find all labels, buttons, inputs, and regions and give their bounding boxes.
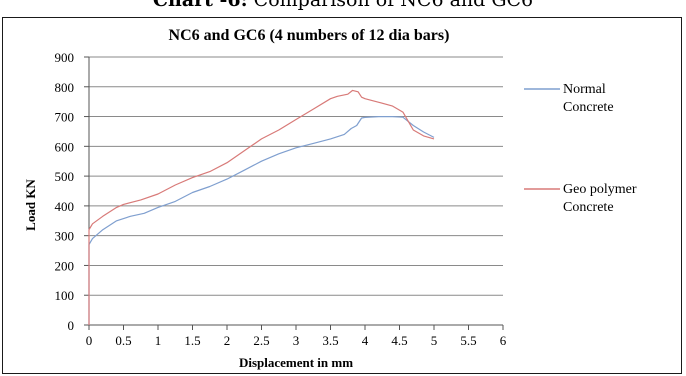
x-tick-label: 5 — [431, 333, 438, 348]
y-axis-label: Load KN — [23, 179, 38, 231]
series-line-1 — [88, 89, 435, 325]
y-tick-label: 300 — [55, 229, 75, 244]
y-tick-label: 200 — [55, 258, 75, 273]
y-tick-label: 600 — [55, 139, 75, 154]
y-tick-label: 500 — [55, 169, 75, 184]
chart-title: NC6 and GC6 (4 numbers of 12 dia bars) — [169, 27, 450, 44]
caption-text: Comparison of NC6 and GC6 — [247, 0, 534, 11]
x-tick-label: 0.5 — [115, 333, 131, 348]
caption-label: Chart -6: — [152, 0, 248, 11]
series-line-0 — [88, 115, 435, 325]
x-tick-label: 6 — [500, 333, 507, 348]
y-tick-label: 700 — [55, 110, 75, 125]
x-tick-label: 5.5 — [460, 333, 476, 348]
x-tick-label: 3 — [293, 333, 300, 348]
y-tick-label: 400 — [55, 199, 75, 214]
legend-label-0: Concrete — [563, 100, 614, 115]
gridlines — [84, 56, 503, 326]
y-tick-label: 900 — [55, 50, 75, 65]
figure-caption: Chart -6: Comparison of NC6 and GC6 — [0, 0, 686, 11]
y-tick-label: 0 — [68, 318, 75, 333]
x-tick-label: 1 — [155, 333, 162, 348]
y-tick-label: 800 — [55, 80, 75, 95]
x-tick-label: 2.5 — [253, 333, 269, 348]
series-lines — [88, 89, 435, 325]
x-tick-label: 0 — [86, 333, 93, 348]
legend-label-1: Geo polymer — [563, 182, 637, 197]
legend: Normal Concrete Geo polymer Concrete — [524, 82, 637, 215]
x-tick-label: 4 — [362, 333, 369, 348]
x-axis-label: Displacement in mm — [239, 355, 353, 370]
legend-label-0: Normal — [563, 82, 606, 97]
legend-label-1: Concrete — [563, 200, 614, 215]
x-tick-label: 4.5 — [391, 333, 407, 348]
x-tick-label: 3.5 — [322, 333, 338, 348]
y-tick-label: 100 — [55, 288, 75, 303]
axes — [88, 57, 504, 330]
x-tick-labels: 0 0.5 1 1.5 2 2.5 3 3.5 4 4.5 5 5.5 6 — [86, 333, 507, 348]
chart-frame — [2, 17, 682, 374]
x-tick-label: 1.5 — [184, 333, 200, 348]
y-tick-labels: 0 100 200 300 400 500 600 700 800 900 — [55, 50, 75, 333]
x-tick-label: 2 — [224, 333, 231, 348]
